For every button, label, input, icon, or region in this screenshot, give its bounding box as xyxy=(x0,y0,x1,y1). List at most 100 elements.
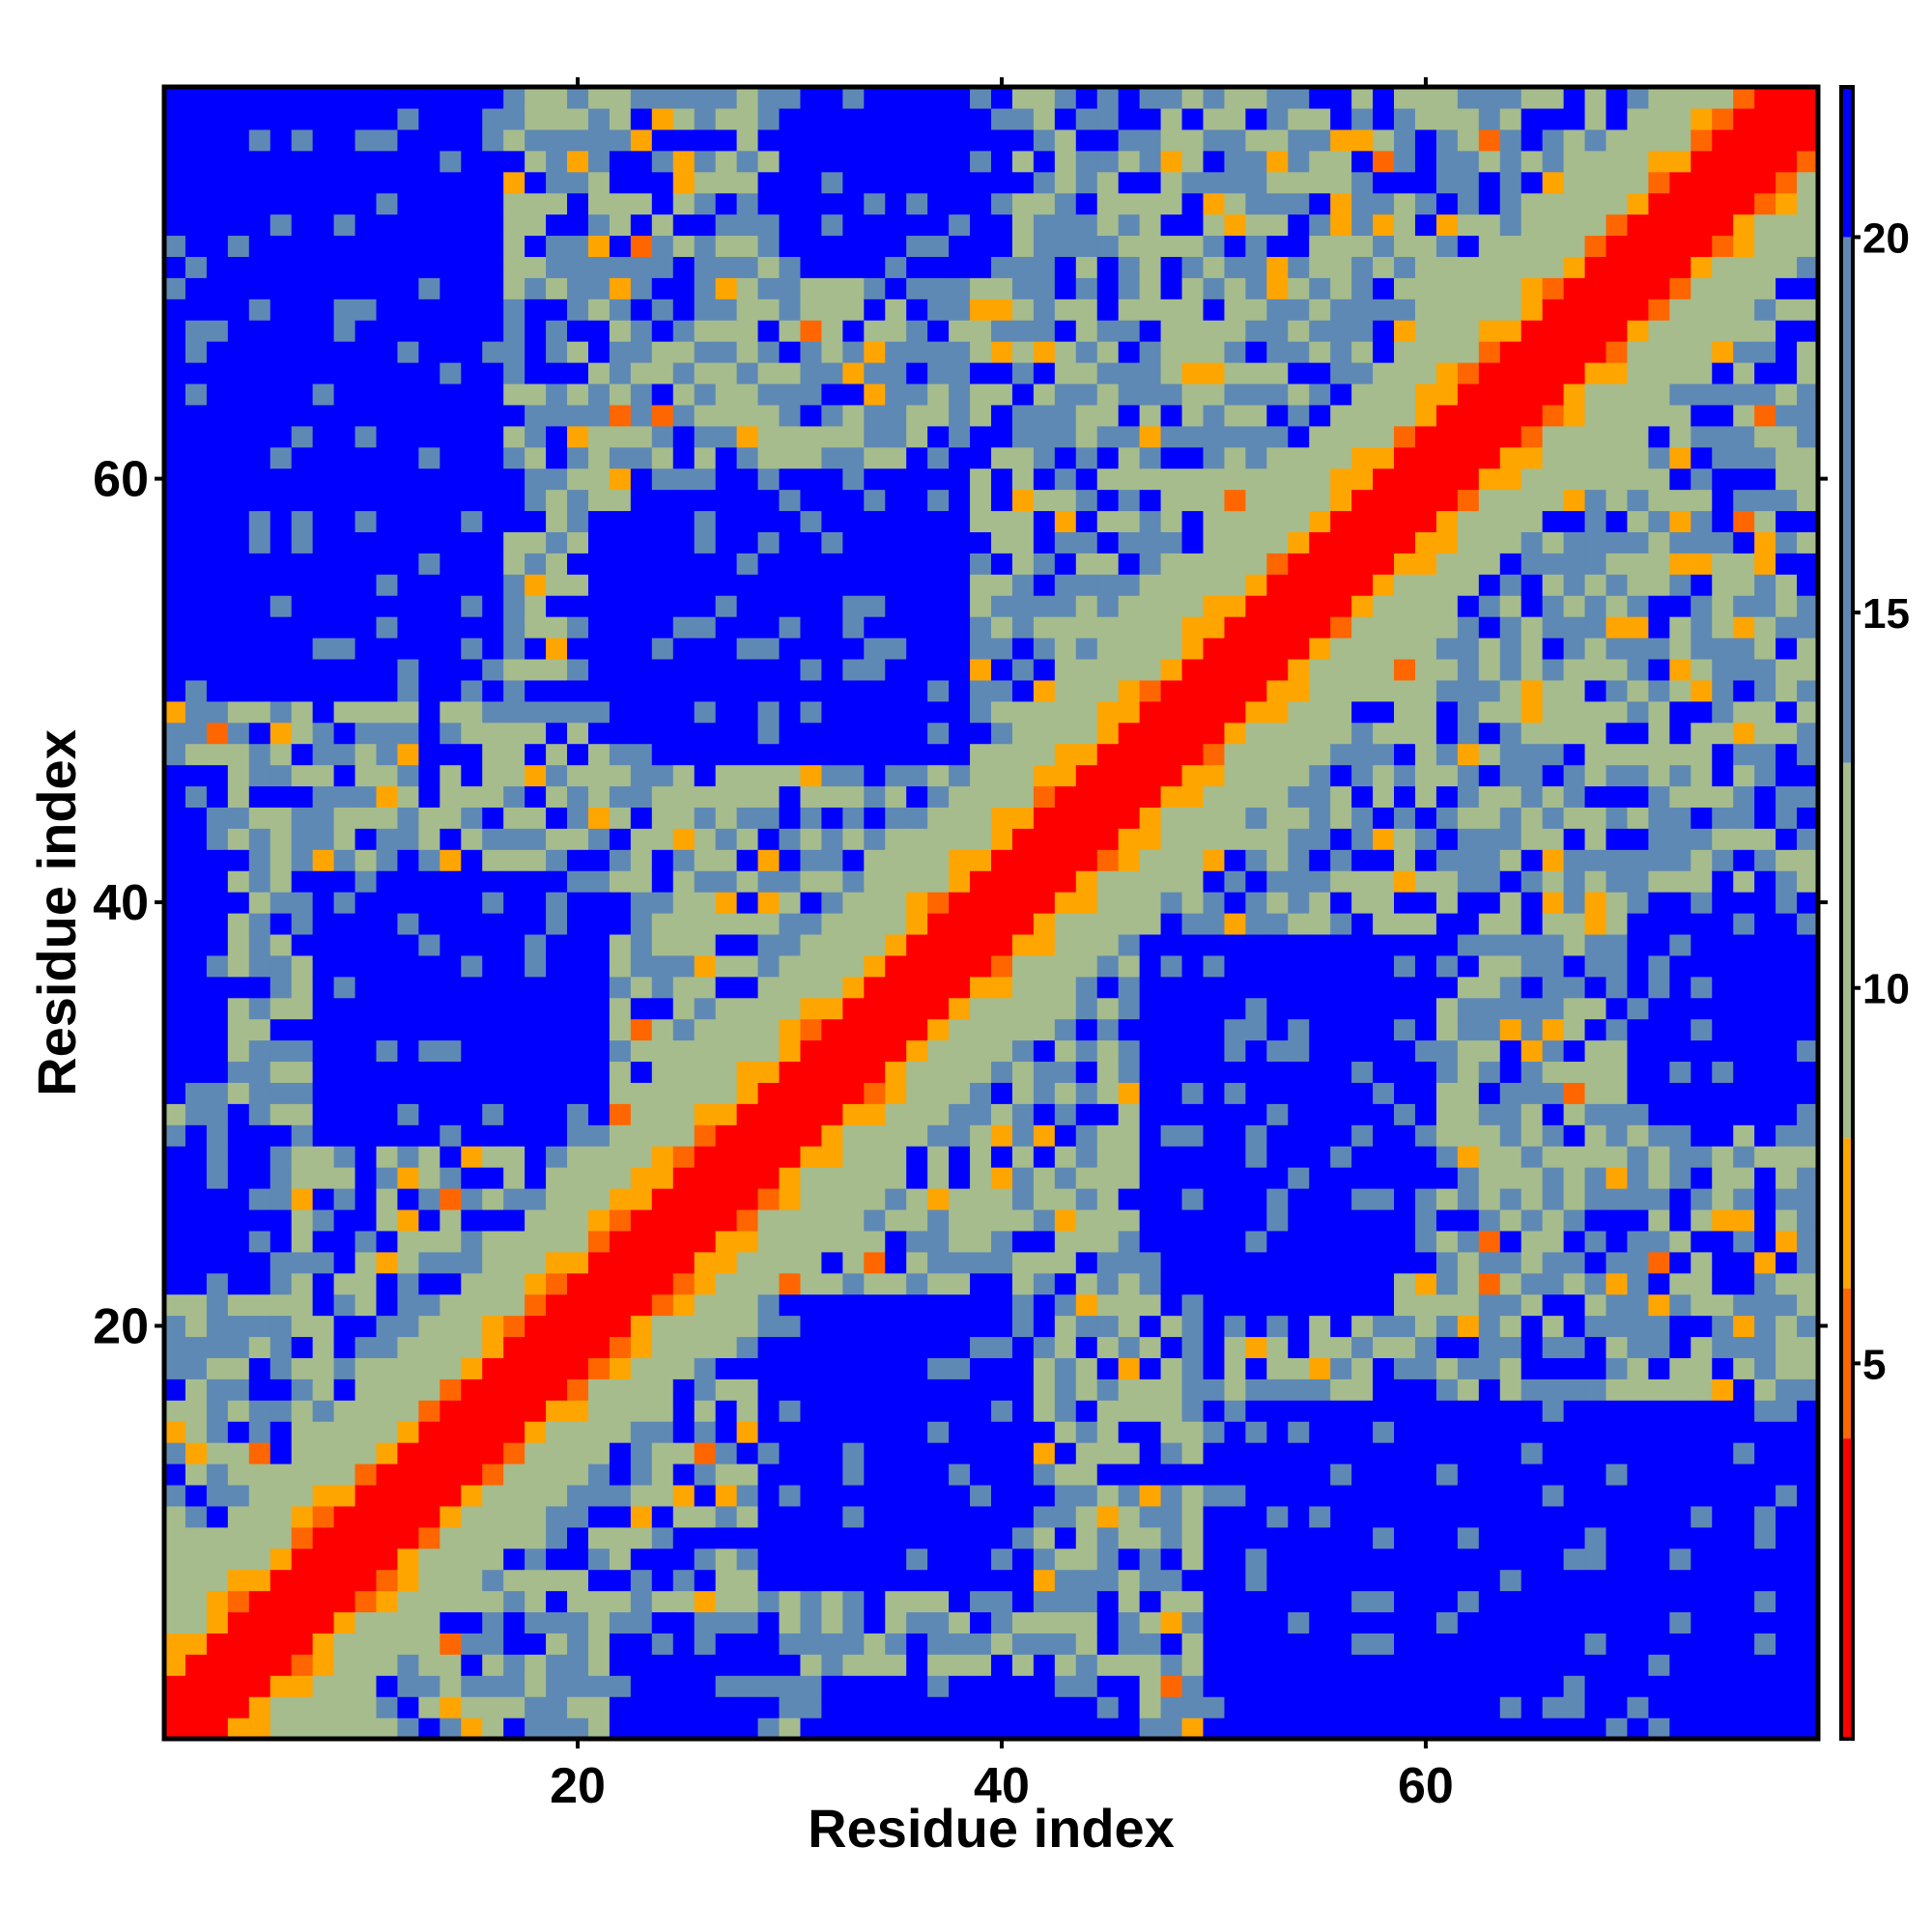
heatmap-cell xyxy=(842,679,865,702)
heatmap-cell xyxy=(1373,722,1395,745)
heatmap-cell xyxy=(1203,1675,1226,1697)
heatmap-cell xyxy=(609,404,632,427)
heatmap-cell xyxy=(1394,1315,1416,1338)
heatmap-cell xyxy=(779,595,802,617)
heatmap-cell xyxy=(1351,192,1374,215)
heatmap-cell xyxy=(1224,892,1246,914)
heatmap-cell xyxy=(376,828,399,850)
heatmap-cell xyxy=(1288,298,1310,321)
heatmap-cell xyxy=(1075,743,1098,766)
heatmap-cell xyxy=(1457,150,1480,173)
heatmap-cell xyxy=(546,171,568,194)
heatmap-cell xyxy=(1075,107,1098,130)
heatmap-cell xyxy=(1478,531,1501,554)
heatmap-cell xyxy=(1096,722,1120,745)
heatmap-cell xyxy=(630,1378,653,1401)
heatmap-cell xyxy=(927,574,950,596)
heatmap-cell xyxy=(1373,277,1395,299)
heatmap-cell xyxy=(291,1124,314,1147)
heatmap-cell xyxy=(546,1188,568,1210)
heatmap-cell xyxy=(1054,531,1077,554)
heatmap-cell xyxy=(1054,764,1077,787)
heatmap-cell xyxy=(821,679,843,702)
heatmap-cell xyxy=(864,489,886,512)
heatmap-cell xyxy=(949,341,971,363)
heatmap-cell xyxy=(291,510,314,532)
heatmap-cell xyxy=(1394,1061,1416,1083)
heatmap-cell xyxy=(927,320,950,342)
heatmap-cell xyxy=(609,531,632,554)
heatmap-cell xyxy=(1266,192,1289,215)
heatmap-cell xyxy=(1266,764,1289,787)
heatmap-cell xyxy=(1288,785,1310,808)
heatmap-cell xyxy=(185,807,208,829)
heatmap-cell xyxy=(651,1442,674,1464)
heatmap-cell xyxy=(418,997,440,1020)
heatmap-cell xyxy=(1054,192,1077,215)
heatmap-cell xyxy=(185,341,208,363)
heatmap-cell xyxy=(461,1124,483,1147)
heatmap-cell xyxy=(842,107,865,130)
heatmap-cell xyxy=(482,574,504,596)
heatmap-cell xyxy=(1096,595,1120,617)
heatmap-cell xyxy=(736,807,759,829)
heatmap-cell xyxy=(1499,1146,1522,1168)
heatmap-cell xyxy=(800,1526,823,1549)
heatmap-cell xyxy=(376,213,399,237)
heatmap-cell xyxy=(1139,298,1162,321)
heatmap-cell xyxy=(1351,341,1374,363)
heatmap-cell xyxy=(1054,1696,1077,1719)
heatmap-cell xyxy=(991,574,1013,596)
heatmap-cell xyxy=(312,531,335,554)
heatmap-cell xyxy=(1414,1061,1437,1083)
heatmap-cell xyxy=(1457,1315,1480,1338)
heatmap-cell xyxy=(1351,1569,1374,1592)
heatmap-cell xyxy=(927,679,950,702)
heatmap-cell xyxy=(864,849,886,871)
heatmap-cell xyxy=(757,1421,781,1443)
heatmap-cell xyxy=(1181,1611,1205,1634)
heatmap-cell xyxy=(694,107,717,130)
heatmap-cell xyxy=(1075,1463,1098,1486)
heatmap-cell xyxy=(1033,997,1056,1020)
heatmap-cell xyxy=(672,870,696,893)
heatmap-cell xyxy=(248,150,271,173)
heatmap-cell xyxy=(991,1505,1013,1528)
heatmap-cell xyxy=(503,1061,526,1083)
heatmap-cell xyxy=(376,510,399,532)
heatmap-cell xyxy=(503,700,526,724)
heatmap-cell xyxy=(1266,320,1289,342)
heatmap-cell xyxy=(248,892,271,914)
heatmap-cell xyxy=(864,870,886,893)
heatmap-cell xyxy=(291,913,314,935)
heatmap-cell xyxy=(609,1103,632,1125)
heatmap-cell xyxy=(355,256,378,278)
heatmap-cell xyxy=(291,722,314,745)
heatmap-cell xyxy=(567,446,589,469)
heatmap-cell xyxy=(927,1167,950,1189)
heatmap-cell xyxy=(164,404,186,427)
heatmap-cell xyxy=(991,1421,1013,1443)
heatmap-cell xyxy=(609,1675,632,1697)
heatmap-cell xyxy=(1478,1272,1501,1295)
heatmap-cell xyxy=(651,954,674,978)
heatmap-cell xyxy=(1224,1548,1246,1571)
heatmap-cell xyxy=(1330,171,1352,194)
heatmap-cell xyxy=(376,1463,399,1486)
heatmap-cell xyxy=(1457,638,1480,660)
heatmap-cell xyxy=(1203,913,1226,935)
heatmap-cell xyxy=(949,658,971,681)
heatmap-cell xyxy=(1478,679,1501,702)
heatmap-cell xyxy=(164,277,186,299)
heatmap-cell xyxy=(1203,1082,1226,1104)
heatmap-cell xyxy=(651,1103,674,1125)
heatmap-cell xyxy=(694,1188,717,1210)
heatmap-cell xyxy=(1033,722,1056,745)
heatmap-cell xyxy=(1414,1039,1437,1063)
heatmap-cell xyxy=(440,1421,462,1443)
heatmap-cell xyxy=(355,1569,378,1592)
heatmap-cell xyxy=(1011,1675,1035,1697)
heatmap-cell xyxy=(949,1611,971,1634)
heatmap-cell xyxy=(418,1336,440,1358)
heatmap-cell xyxy=(694,1675,717,1697)
